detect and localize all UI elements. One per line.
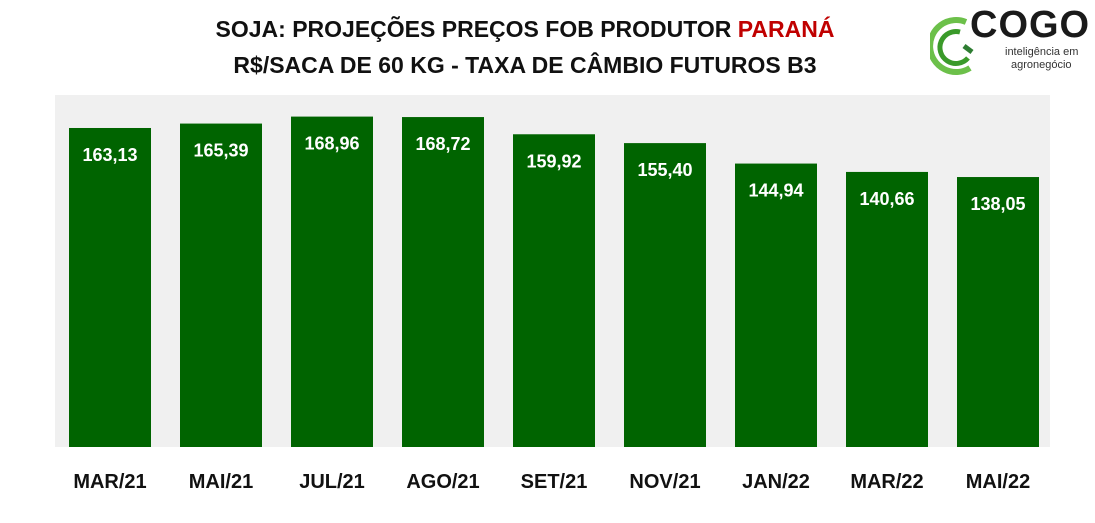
cogo-logo: COGO inteligência em agronegócio [930, 4, 1090, 78]
data-label: 168,72 [415, 134, 470, 154]
tagline-1: inteligência em [1005, 46, 1079, 58]
data-label: 163,13 [82, 145, 137, 165]
x-tick-label: AGO/21 [406, 471, 479, 493]
bar [846, 171, 928, 447]
chart-title-line2: R$/SACA DE 60 KG - TAXA DE CÂMBIO FUTURO… [233, 52, 817, 78]
title-prefix: SOJA: PROJEÇÕES PREÇOS FOB PRODUTOR [215, 16, 738, 42]
x-tick-label: SET/21 [521, 471, 588, 493]
bar [69, 127, 151, 447]
bar [735, 163, 817, 448]
x-tick-label: MAR/22 [850, 471, 923, 493]
bar [291, 116, 373, 448]
bar [513, 134, 595, 447]
chart-title-line1: SOJA: PROJEÇÕES PREÇOS FOB PRODUTOR PARA… [0, 16, 1050, 43]
data-label: 159,92 [526, 151, 581, 171]
bar [402, 117, 484, 448]
tagline-2: agronegócio [1011, 59, 1072, 71]
bar [957, 177, 1039, 447]
x-tick-label: JAN/22 [742, 471, 810, 493]
data-label: 168,96 [304, 134, 359, 154]
data-label: 144,94 [748, 181, 803, 201]
title-highlight: PARANÁ [737, 16, 835, 42]
x-tick-label: NOV/21 [629, 471, 700, 493]
x-tick-label: MAI/21 [189, 471, 253, 493]
logo-tagline: inteligência em agronegócio [1005, 46, 1078, 72]
logo-swirl-icon [930, 17, 974, 75]
data-label: 165,39 [193, 141, 248, 161]
data-label: 138,05 [970, 194, 1025, 214]
data-label: 140,66 [859, 189, 914, 209]
x-tick-label: JUL/21 [299, 471, 365, 493]
bar [624, 143, 706, 447]
x-tick-label: MAR/21 [73, 471, 146, 493]
data-label: 155,40 [637, 160, 692, 180]
logo-word: COGO [970, 4, 1091, 46]
x-tick-label: MAI/22 [966, 471, 1030, 493]
bar [180, 123, 262, 447]
